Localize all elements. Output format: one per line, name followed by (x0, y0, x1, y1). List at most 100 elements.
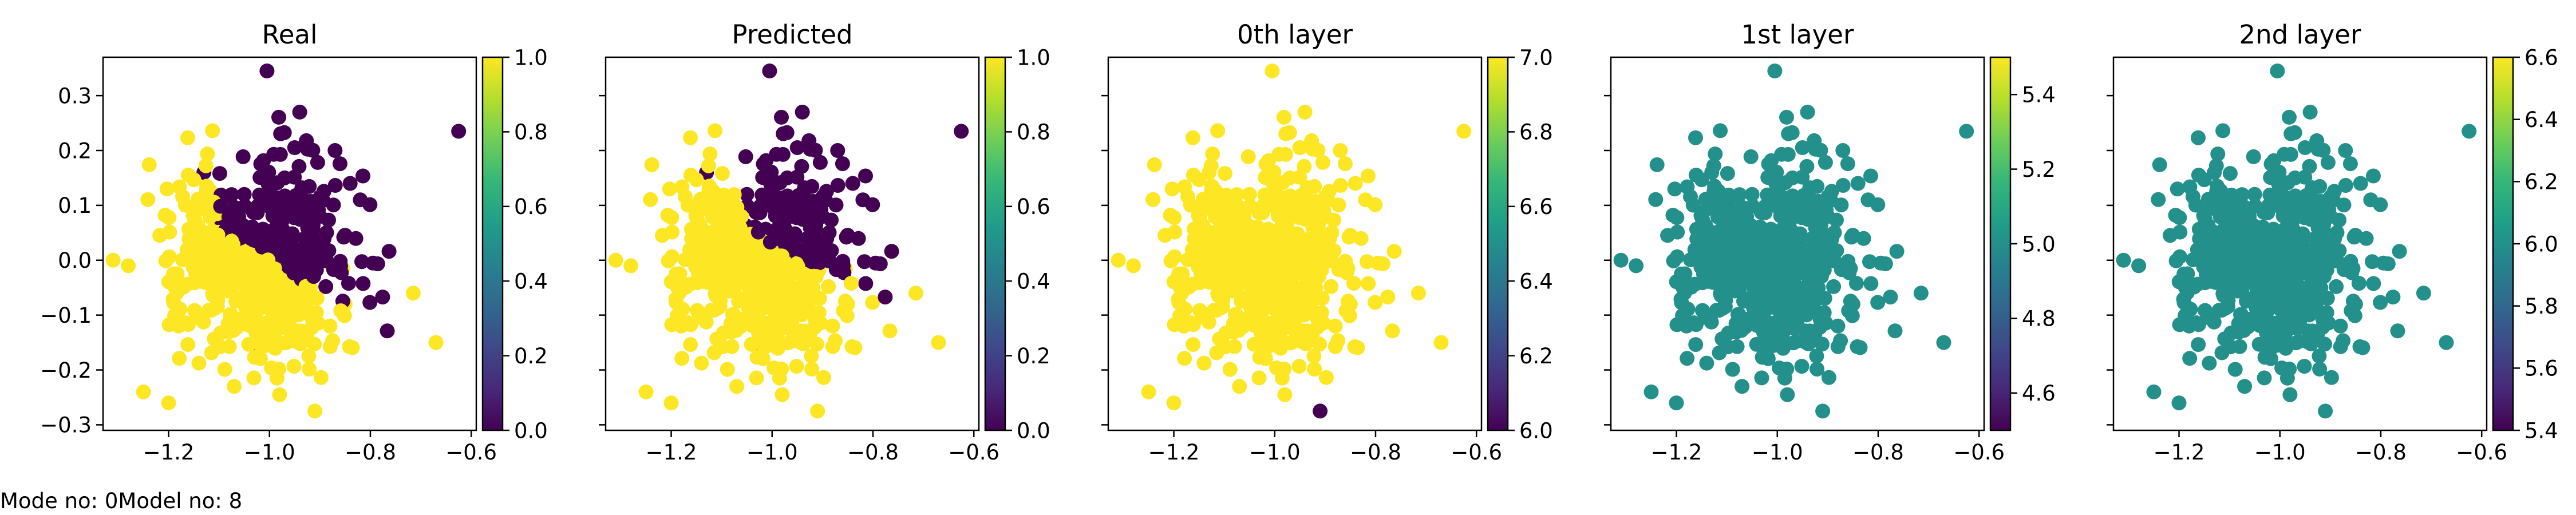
scatter-point (345, 340, 360, 355)
scatter-point (2288, 288, 2303, 303)
scatter-point (2266, 339, 2281, 354)
y-tick-label: −0.1 (40, 303, 92, 328)
scatter-point (237, 244, 252, 260)
scatter-point (954, 124, 969, 139)
scatter-point (1669, 395, 1684, 411)
colorbar: 0.0 0.2 0.4 0.6 0.8 1.0 (481, 45, 548, 443)
scatter-point (2302, 192, 2318, 207)
scatter-point (749, 350, 765, 365)
scatter-point (235, 149, 251, 164)
scatter-point (749, 370, 764, 386)
scatter-point (1350, 340, 1365, 355)
x-tick-label: −1.2 (1148, 440, 1200, 465)
scatter-point (789, 266, 804, 280)
scatter-point (1265, 64, 1280, 78)
scatter-point (808, 269, 824, 284)
scatter-point (663, 395, 679, 411)
scatter-point (2324, 370, 2339, 385)
scatter-point (1707, 235, 1722, 251)
scatter-point (865, 197, 880, 212)
scatter-point (1780, 248, 1795, 264)
scatter-point (1218, 199, 1234, 214)
scatter-point (2309, 300, 2324, 316)
y-axis: −0.3 −0.2 −0.1 0.0 0.1 0.2 0.3 (40, 84, 103, 438)
scatter-point (770, 338, 785, 354)
scatter-point (775, 387, 790, 402)
scatter-point (239, 296, 254, 311)
scatter-point (1304, 133, 1319, 148)
scatter-point (1713, 286, 1728, 302)
scatter-point (1733, 237, 1749, 252)
y-tick-label: 0.0 (58, 248, 92, 273)
scatter-point (1282, 125, 1297, 140)
scatter-point (1763, 339, 1779, 354)
scatter-point (1210, 286, 1226, 302)
scatter-point (2178, 308, 2193, 323)
scatter-point (2238, 271, 2254, 286)
scatter-point (342, 176, 358, 191)
scatter-point (200, 146, 215, 162)
scatter-point (824, 212, 839, 228)
scatter-point (2366, 276, 2381, 291)
scatter-point (762, 235, 778, 249)
scatter-point (2223, 199, 2239, 214)
scatter-point (1761, 265, 1777, 280)
scatter-point (2221, 227, 2236, 243)
scatter-point (1821, 370, 1836, 385)
scatter-point (678, 189, 693, 204)
scatter-point (1232, 379, 1247, 394)
scatter-point (309, 291, 325, 306)
scatter-point (2116, 252, 2131, 268)
scatter-point (2247, 187, 2262, 202)
x-axis: −1.2 −1.0 −0.8 −0.6 (1148, 430, 1502, 465)
scatter-point (786, 234, 801, 249)
scatter-point (221, 324, 236, 340)
scatter-point (1258, 170, 1273, 185)
scatter-point (1768, 235, 1783, 249)
scatter-point (748, 307, 763, 323)
scatter-point (1111, 252, 1126, 268)
scatter-point (1361, 276, 1376, 291)
scatter-point (322, 318, 338, 334)
scatter-point (260, 235, 275, 249)
scatter-point (2270, 64, 2285, 78)
scatter-point (1815, 241, 1831, 256)
scatter-point (362, 295, 378, 310)
scatter-point (272, 387, 287, 402)
scatter-point (1725, 362, 1740, 377)
y-tick-label: 0.3 (58, 84, 92, 108)
scatter-point (1835, 178, 1851, 193)
scatter-point (795, 192, 810, 207)
scatter-point (1643, 384, 1659, 399)
scatter-point (1807, 133, 1822, 148)
scatter-point (724, 209, 739, 225)
scatter-point (1303, 300, 1319, 316)
colorbar-tick-label: 4.6 (2022, 381, 2056, 406)
scatter-point (779, 125, 795, 140)
scatter-point (327, 143, 343, 158)
scatter-point (816, 370, 831, 385)
scatter-point (1141, 384, 1156, 399)
scatter-point (280, 334, 296, 349)
scatter-point (1959, 124, 1974, 139)
scatter-point (1826, 279, 1842, 294)
scatter-point (172, 351, 187, 366)
scatter-point (1807, 326, 1823, 342)
scatter-point (241, 336, 256, 352)
panel-title: 1st layer (1741, 19, 1854, 50)
scatter-point (1433, 335, 1449, 350)
scatter-point (2348, 228, 2363, 243)
scatter-point (1283, 288, 1298, 303)
scatter-point (670, 280, 685, 295)
scatter-point (1688, 130, 1703, 145)
scatter-point (307, 403, 323, 419)
scatter-point (236, 187, 252, 202)
scatter-point (1251, 370, 1267, 386)
scatter-point (2170, 181, 2185, 197)
scatter-point (2211, 303, 2227, 318)
scatter-point (1266, 252, 1281, 268)
scatter-point (1845, 228, 1860, 243)
scatter-point (2266, 153, 2282, 168)
scatter-point (1913, 286, 1929, 301)
scatter-point (1708, 146, 1723, 162)
